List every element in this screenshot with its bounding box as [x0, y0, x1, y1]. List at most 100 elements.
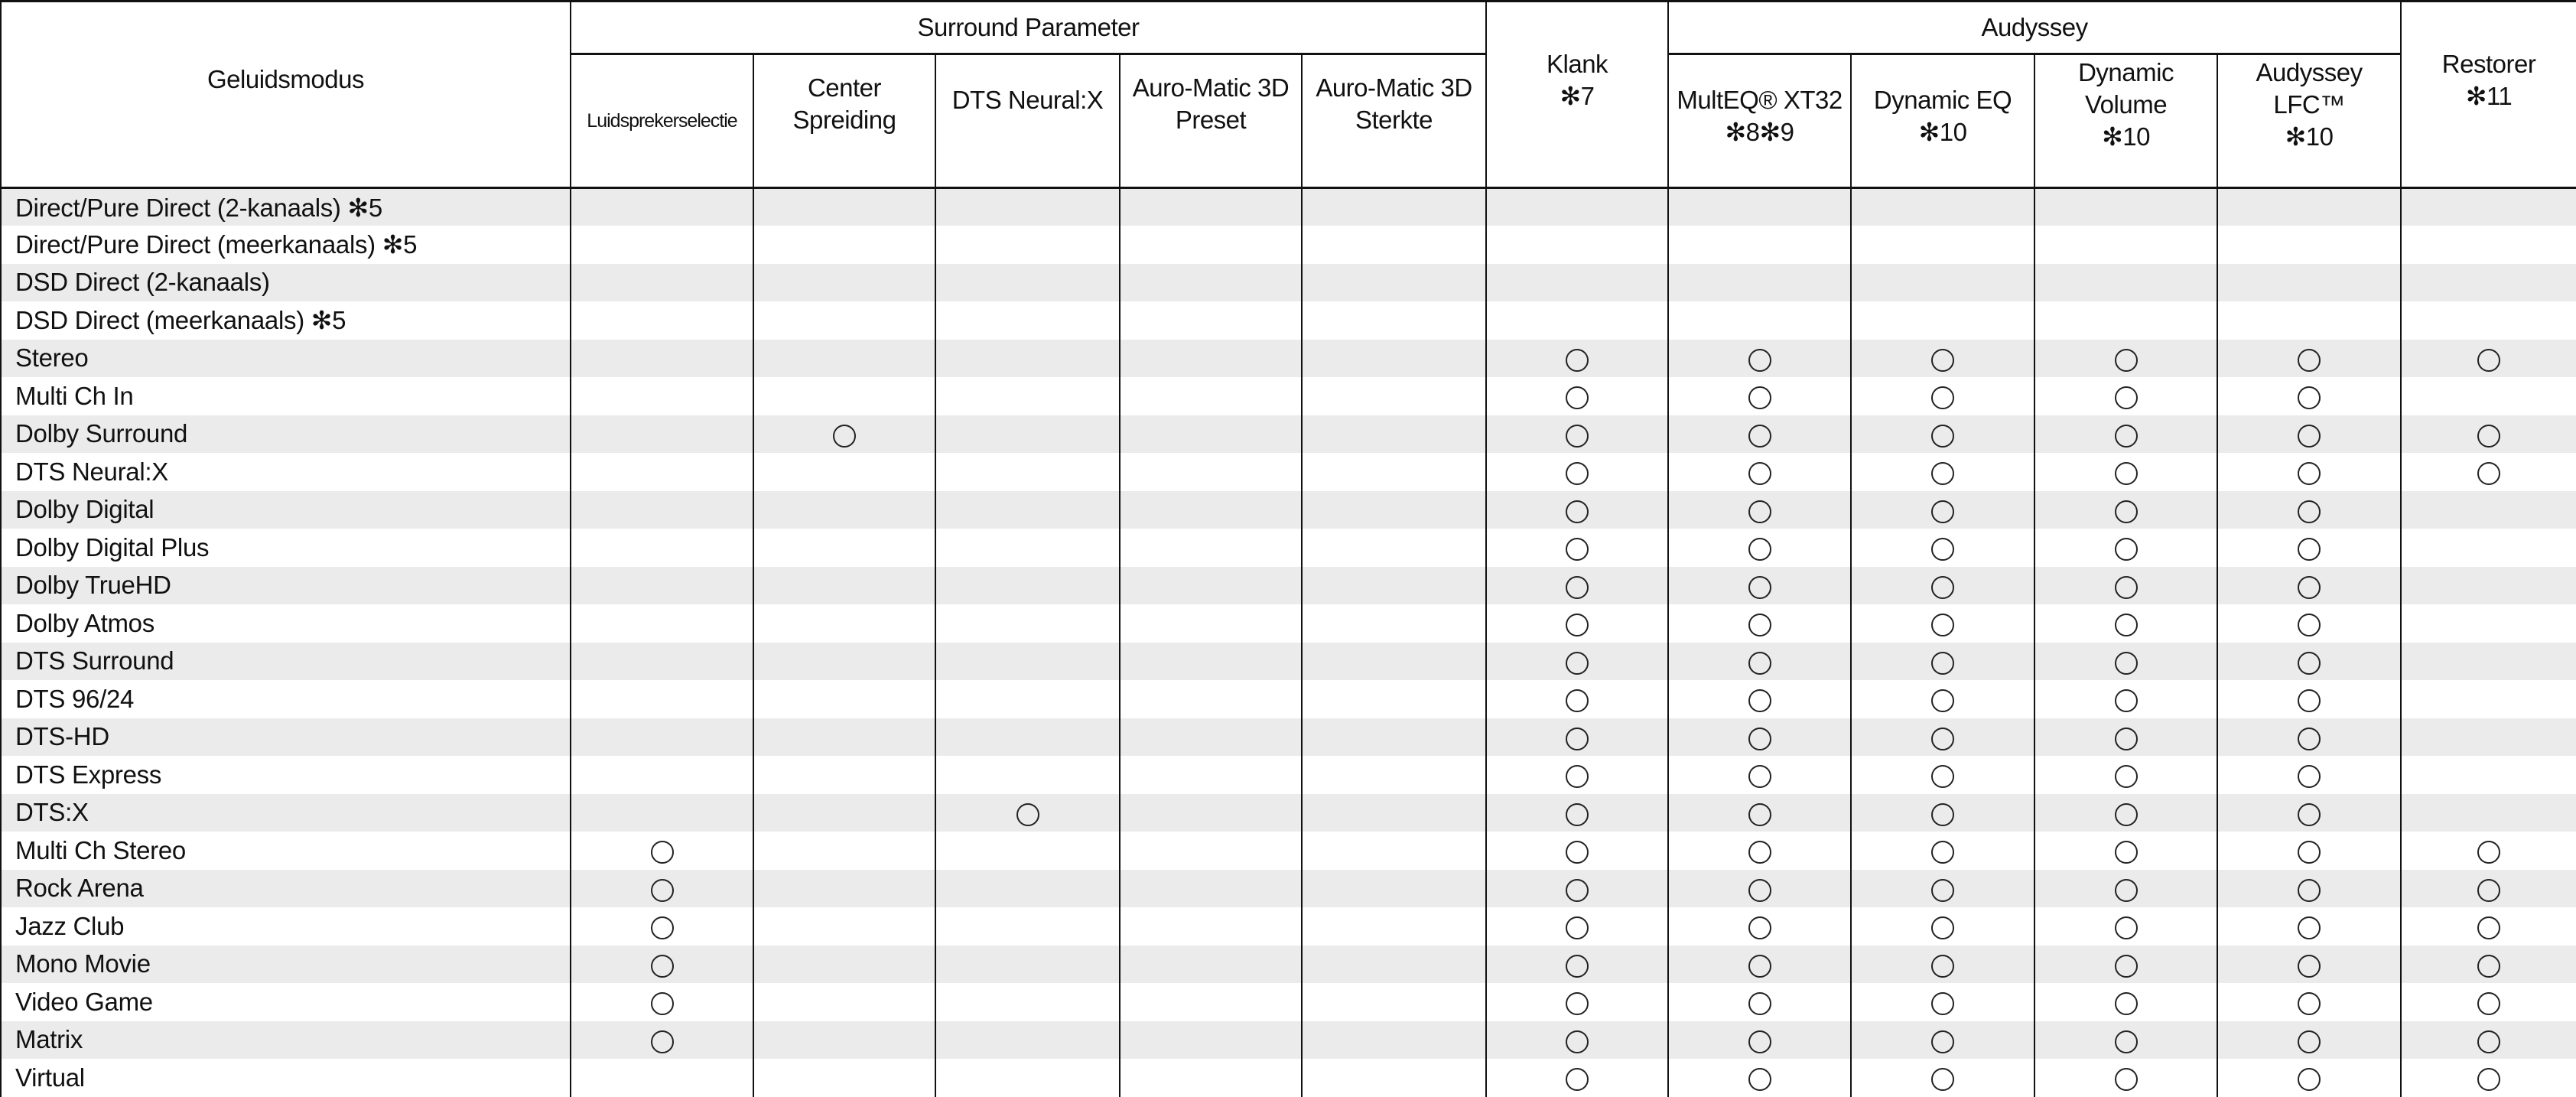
circle-icon — [2477, 424, 2501, 448]
circle-icon — [833, 424, 856, 448]
cell — [1119, 604, 1303, 643]
cell — [2034, 339, 2219, 377]
circle-icon — [2298, 348, 2321, 372]
circle-icon — [2477, 916, 2501, 940]
cell — [2034, 263, 2219, 301]
cell — [1667, 983, 1852, 1021]
cell — [1485, 680, 1670, 718]
cell — [2217, 604, 2402, 643]
header-klank-note: ✻7 — [1560, 82, 1595, 110]
cell — [570, 529, 754, 567]
cell — [2400, 301, 2576, 340]
cell — [570, 566, 754, 604]
cell — [1667, 339, 1852, 377]
cell — [1667, 907, 1852, 946]
cell — [2400, 1059, 2576, 1097]
cell — [753, 680, 936, 718]
cell — [1850, 453, 2036, 491]
cell — [1485, 718, 1670, 756]
header-auro-matic-sterkte: Auro-Matic 3D Sterkte — [1300, 53, 1488, 189]
cell — [1850, 907, 2036, 946]
circle-icon — [2477, 462, 2501, 486]
cell — [753, 529, 936, 567]
cell — [935, 718, 1120, 756]
circle-icon — [1931, 500, 1955, 523]
circle-icon — [1931, 614, 1955, 637]
cell — [2034, 756, 2219, 794]
cell — [1119, 1021, 1303, 1059]
sound-mode-name: Matrix — [0, 1021, 571, 1059]
cell — [2217, 490, 2402, 529]
table-row: DSD Direct (2-kanaals) — [0, 263, 2576, 301]
cell — [2400, 1021, 2576, 1059]
header-auro-matic-preset: Auro-Matic 3D Preset — [1119, 53, 1303, 189]
circle-icon — [1566, 538, 1589, 562]
circle-icon — [2114, 651, 2138, 675]
cell — [1850, 1021, 2036, 1059]
cell — [1485, 1059, 1670, 1097]
cell — [935, 793, 1120, 832]
cell — [2400, 907, 2576, 946]
cell — [1850, 1059, 2036, 1097]
cell — [1667, 529, 1852, 567]
cell — [1300, 529, 1488, 567]
cell — [1850, 832, 2036, 870]
circle-icon — [1566, 386, 1589, 410]
sound-mode-name: Dolby Digital Plus — [0, 529, 571, 567]
cell — [1300, 907, 1488, 946]
sound-mode-name: Virtual — [0, 1059, 571, 1097]
circle-icon — [2298, 1030, 2321, 1053]
cell — [1667, 1059, 1852, 1097]
cell — [2400, 377, 2576, 415]
cell — [1119, 226, 1303, 264]
circle-icon — [1931, 841, 1955, 864]
cell — [753, 718, 936, 756]
sound-mode-name: Jazz Club — [0, 907, 571, 946]
cell — [1850, 793, 2036, 832]
cell — [1300, 1021, 1488, 1059]
circle-icon — [2114, 386, 2138, 410]
cell — [1119, 793, 1303, 832]
cell — [570, 907, 754, 946]
sound-mode-name: DSD Direct (meerkanaals) ✻5 — [0, 301, 571, 340]
circle-icon — [2477, 878, 2501, 902]
header-surround-parameter: Surround Parameter — [569, 0, 1488, 55]
cell — [753, 263, 936, 301]
cell — [1119, 983, 1303, 1021]
table-row: DTS Surround — [0, 642, 2576, 680]
cell — [935, 1021, 1120, 1059]
circle-icon — [2114, 802, 2138, 826]
header-geluidsmodus: Geluidsmodus — [0, 0, 571, 189]
cell — [1300, 339, 1488, 377]
cell — [753, 566, 936, 604]
circle-icon — [1931, 802, 1955, 826]
cell — [2217, 566, 2402, 604]
cell — [1850, 945, 2036, 983]
cell — [1485, 983, 1670, 1021]
sound-mode-name: DSD Direct (2-kanaals) — [0, 263, 571, 301]
cell — [1850, 604, 2036, 643]
circle-icon — [1748, 727, 1771, 750]
cell — [2217, 377, 2402, 415]
circle-icon — [2114, 348, 2138, 372]
cell — [753, 226, 936, 264]
circle-icon — [1566, 689, 1589, 713]
circle-icon — [1748, 689, 1771, 713]
cell — [1850, 756, 2036, 794]
cell — [1485, 263, 1670, 301]
circle-icon — [1931, 424, 1955, 448]
circle-icon — [1931, 575, 1955, 599]
circle-icon — [2114, 538, 2138, 562]
circle-icon — [1748, 878, 1771, 902]
circle-icon — [1566, 575, 1589, 599]
cell — [1850, 490, 2036, 529]
cell — [1485, 945, 1670, 983]
cell — [1119, 566, 1303, 604]
cell — [2034, 680, 2219, 718]
cell — [753, 945, 936, 983]
cell — [2400, 793, 2576, 832]
circle-icon — [1566, 765, 1589, 789]
cell — [1300, 453, 1488, 491]
circle-icon — [2114, 878, 2138, 902]
table-row: DTS-HD — [0, 718, 2576, 756]
